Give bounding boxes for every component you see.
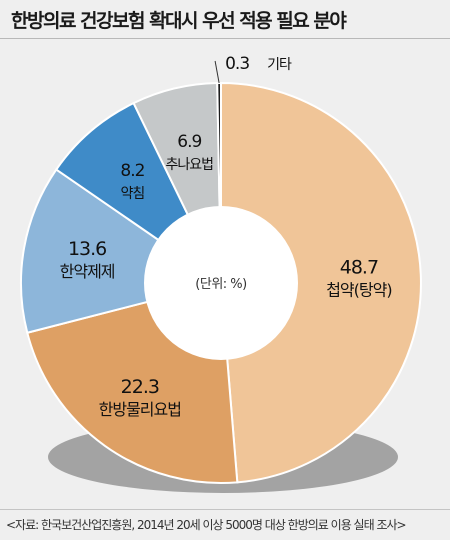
slice-value-1: 22.3 xyxy=(121,376,159,398)
source-note: <자료: 한국보건산업진흥원, 2014년 20세 이상 5000명 대상 한방… xyxy=(6,518,407,532)
slice-leader-line-5 xyxy=(214,60,220,84)
slice-label-5: 기타 xyxy=(267,57,292,73)
chart-title: 한방의료 건강보험 확대시 우선 적용 필요 분야 xyxy=(11,10,347,32)
slice-value-2: 13.6 xyxy=(68,238,106,260)
slice-value-3: 8.2 xyxy=(120,161,144,181)
slice-0 xyxy=(220,81,422,484)
slice-value-4: 6.9 xyxy=(177,132,201,152)
donut-hole xyxy=(144,206,298,360)
slice-value-5: 0.3 xyxy=(225,54,249,74)
center-unit-label: (단위: %) xyxy=(195,277,246,292)
title-divider xyxy=(0,38,450,39)
slice-label-0: 첩약(탕약) xyxy=(326,280,391,299)
slice-label-1: 한방물리요법 xyxy=(99,400,181,419)
slice-label-4: 추나요법 xyxy=(166,157,214,173)
slice-label-3: 약침 xyxy=(121,186,145,202)
source-divider xyxy=(0,509,450,510)
slice-value-0: 48.7 xyxy=(340,256,378,278)
slice-label-2: 한약제제 xyxy=(60,262,115,281)
